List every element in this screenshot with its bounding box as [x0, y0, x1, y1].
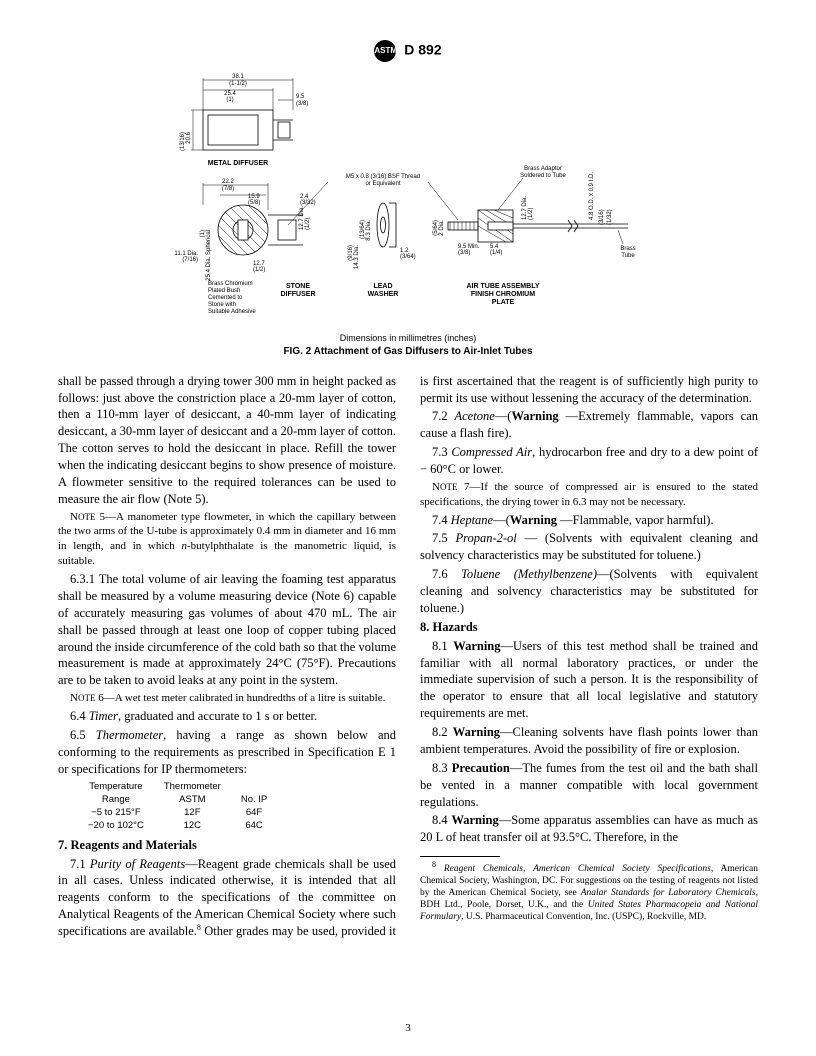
p-7-5: 7.5 Propan-2-ol — (Solvents with equival…	[420, 530, 758, 564]
svg-text:(3/32): (3/32)	[300, 200, 316, 206]
svg-text:(7/16): (7/16)	[182, 257, 198, 263]
section-7-head: 7. Reagents and Materials	[58, 837, 396, 854]
page-header: ASTM D 892	[58, 40, 758, 62]
svg-text:4.8 O.D. x 0.9 I.D.: 4.8 O.D. x 0.9 I.D.	[589, 172, 595, 220]
note-5: NOTE 5—A manometer type flowmeter, in wh…	[58, 510, 396, 569]
astm-logo: ASTM	[374, 40, 396, 62]
th-astm: ASTM	[164, 794, 241, 807]
svg-text:(1): (1)	[200, 230, 206, 237]
svg-text:DIFFUSER: DIFFUSER	[281, 291, 316, 298]
p-6-4: 6.4 Timer, graduated and accurate to 1 s…	[58, 708, 396, 725]
svg-text:WASHER: WASHER	[368, 291, 399, 298]
th-range: Range	[88, 794, 164, 807]
svg-text:Suitable Adhesive: Suitable Adhesive	[208, 309, 256, 315]
svg-text:(9/16): (9/16)	[348, 245, 354, 261]
figure-2-drawing: 38.1 (1-1/2) 25.4 (1) 9.5 (3/8) 20.6 (13…	[148, 70, 668, 330]
p-7-3: 7.3 Compressed Air, hydrocarbon free and…	[420, 444, 758, 478]
p-8-1: 8.1 Warning—Users of this test method sh…	[420, 638, 758, 722]
standard-number: D 892	[404, 42, 441, 58]
svg-text:20.6: 20.6	[186, 131, 192, 143]
svg-text:9.5: 9.5	[296, 94, 305, 100]
svg-text:(1-1/2): (1-1/2)	[229, 81, 247, 87]
page-number: 3	[0, 1021, 816, 1036]
svg-text:14.3 Dia.: 14.3 Dia.	[354, 245, 360, 269]
svg-text:(1/2): (1/2)	[253, 267, 265, 273]
p-7-2: 7.2 Acetone—(Warning —Extremely flammabl…	[420, 408, 758, 442]
footnote-8: 8 Reagent Chemicals, American Chemical S…	[420, 860, 758, 924]
svg-text:22.2: 22.2	[222, 179, 234, 185]
svg-text:Cemented to: Cemented to	[208, 295, 243, 301]
svg-text:(7/8): (7/8)	[222, 186, 234, 192]
p-7-6: 7.6 Toluene (Methylbenzene)—(Solvents wi…	[420, 566, 758, 617]
th-temp: Temperature	[88, 781, 164, 794]
th-ip: No. IP	[241, 794, 287, 807]
svg-text:Stone with: Stone with	[208, 302, 236, 308]
note-6: NOTE 6—A wet test meter calibrated in hu…	[58, 691, 396, 706]
svg-text:8.3 Dia.: 8.3 Dia.	[366, 220, 372, 241]
svg-text:(3/8): (3/8)	[458, 250, 470, 256]
footnote-rule	[420, 856, 500, 857]
body-columns: shall be passed through a drying tower 3…	[58, 373, 758, 941]
svg-text:(5/64): (5/64)	[433, 220, 439, 236]
note-7: NOTE 7—If the source of compressed air i…	[420, 480, 758, 510]
svg-text:Plated Bush: Plated Bush	[208, 288, 240, 294]
svg-text:METAL DIFFUSER: METAL DIFFUSER	[208, 160, 268, 167]
p-7-4: 7.4 Heptane—(Warning —Flammable, vapor h…	[420, 512, 758, 529]
svg-text:M5 x 0.8 (3/16) BSF Thread: M5 x 0.8 (3/16) BSF Thread	[346, 174, 420, 180]
svg-text:2 Dia.: 2 Dia.	[439, 220, 445, 236]
svg-text:(1/4): (1/4)	[490, 250, 502, 256]
p-8-3: 8.3 Precaution—The fumes from the test o…	[420, 760, 758, 811]
svg-text:(13/64): (13/64)	[360, 220, 366, 239]
svg-text:(13/16): (13/16)	[180, 132, 186, 151]
svg-text:Brass Chromium: Brass Chromium	[208, 281, 253, 287]
table-row: −5 to 215°F 12F 64F	[88, 807, 287, 820]
table-row: −20 to 102°C 12C 64C	[88, 820, 287, 833]
thermometer-table: Temperature Thermometer Range ASTM No. I…	[88, 781, 287, 832]
p-8-2: 8.2 Warning—Cleaning solvents have flash…	[420, 724, 758, 758]
svg-text:Brass Adaptor: Brass Adaptor	[524, 166, 562, 172]
svg-text:AIR TUBE ASSEMBLY: AIR TUBE ASSEMBLY	[467, 283, 540, 290]
p-6-5: 6.5 Thermometer, having a range as shown…	[58, 727, 396, 778]
p-6-3-1: 6.3.1 The total volume of air leaving th…	[58, 571, 396, 689]
figure-dim-note: Dimensions in millimetres (inches)	[58, 332, 758, 344]
svg-text:(3/16): (3/16)	[599, 209, 605, 225]
svg-text:LEAD: LEAD	[373, 283, 392, 290]
figure-2: 38.1 (1-1/2) 25.4 (1) 9.5 (3/8) 20.6 (13…	[58, 70, 758, 359]
svg-text:(3/64): (3/64)	[400, 254, 416, 260]
svg-text:(1): (1)	[226, 97, 233, 103]
th-therm: Thermometer	[164, 781, 241, 794]
svg-text:PLATE: PLATE	[492, 299, 515, 306]
svg-text:(1/2): (1/2)	[528, 208, 534, 220]
svg-text:(5/8): (5/8)	[248, 200, 260, 206]
svg-text:(3/8): (3/8)	[296, 101, 308, 107]
svg-text:or Equivalent: or Equivalent	[365, 181, 400, 187]
p-8-4: 8.4 Warning—Some apparatus assemblies ca…	[420, 812, 758, 846]
svg-text:Soldered to Tube: Soldered to Tube	[520, 173, 566, 179]
svg-text:STONE: STONE	[286, 283, 310, 290]
svg-text:Tube: Tube	[621, 253, 635, 259]
svg-text:FINISH CHROMIUM: FINISH CHROMIUM	[471, 291, 535, 298]
svg-text:38.1: 38.1	[232, 74, 244, 80]
svg-text:(1/32): (1/32)	[607, 209, 613, 225]
p-6-3-cont: shall be passed through a drying tower 3…	[58, 373, 396, 508]
section-8-head: 8. Hazards	[420, 619, 758, 636]
figure-caption: FIG. 2 Attachment of Gas Diffusers to Ai…	[58, 345, 758, 359]
svg-text:(1/2): (1/2)	[305, 218, 311, 230]
svg-text:Brass: Brass	[620, 246, 635, 252]
svg-text:25.4 Dia. Spherical: 25.4 Dia. Spherical	[206, 230, 212, 281]
